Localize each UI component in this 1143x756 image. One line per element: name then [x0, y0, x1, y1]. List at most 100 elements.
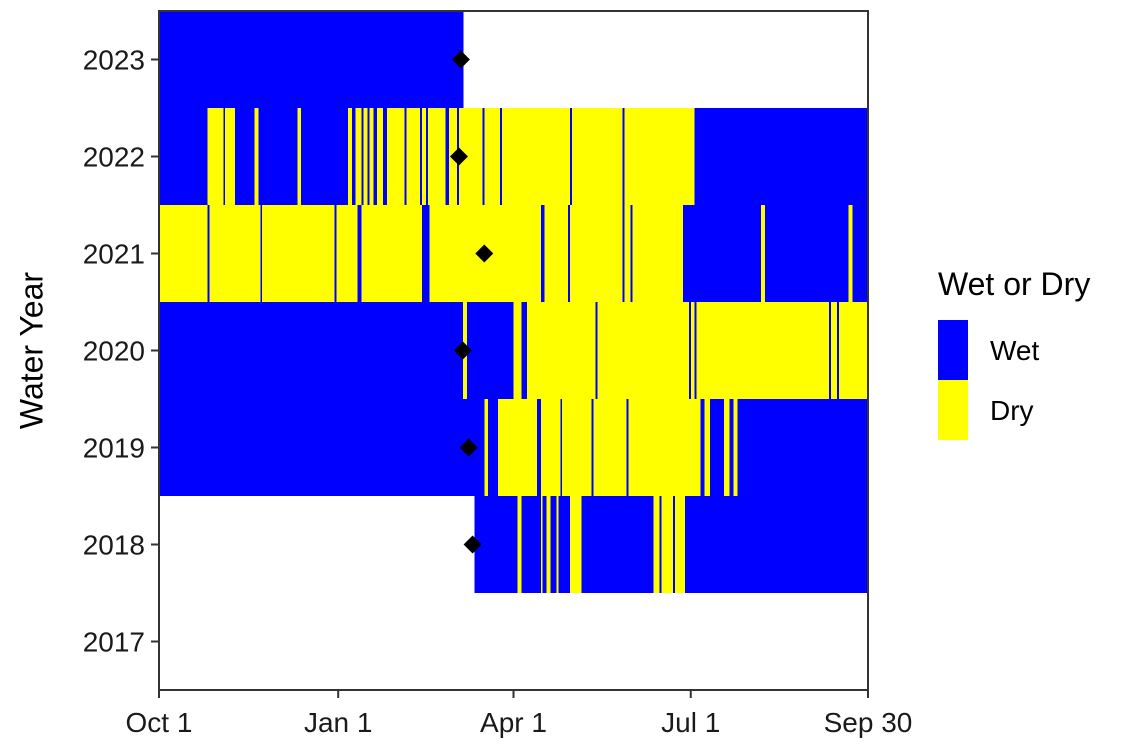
tile-2021-dry-8: [361, 205, 423, 302]
tile-2022-dry-9: [347, 108, 353, 205]
tile-2020-dry-13: [830, 302, 838, 399]
tile-2020-dry-3: [513, 302, 522, 399]
tile-2022-wet-14: [367, 108, 370, 205]
y-tick-label-2022: 2022: [83, 142, 145, 173]
tile-2019-dry-1: [484, 399, 489, 496]
tile-2019-dry-13: [704, 399, 711, 496]
tile-2018-wet-16: [684, 496, 869, 593]
tile-2019-wet-10: [626, 399, 629, 496]
tile-2020-dry-7: [597, 302, 690, 399]
tile-2020-dry-15: [838, 302, 869, 399]
tile-2021-wet-11: [540, 205, 546, 302]
tile-2020-dry-11: [696, 302, 830, 399]
tile-2021-dry-12: [544, 205, 569, 302]
tile-2020-wet-12: [829, 302, 832, 399]
legend-title: Wet or Dry: [938, 266, 1090, 302]
tile-2022-wet-38: [694, 108, 869, 205]
tile-2022-wet-36: [622, 108, 625, 205]
tile-2018-wet-4: [542, 496, 548, 593]
legend-label-wet: Wet: [990, 335, 1039, 366]
y-tick-label-2023: 2023: [83, 45, 145, 76]
tile-2018-wet-14: [673, 496, 676, 593]
y-tick-label-2019: 2019: [83, 433, 145, 464]
x-tick-label-0: Oct 1: [126, 707, 193, 738]
tile-2019-wet-8: [591, 399, 594, 496]
tile-2021-dry-4: [262, 205, 335, 302]
tile-2021-wet-5: [334, 205, 337, 302]
marker-2019: [459, 438, 478, 457]
legend-items: Wet Dry: [938, 320, 1039, 440]
tile-2022-wet-32: [499, 108, 503, 205]
legend-label-dry: Dry: [990, 395, 1034, 426]
tile-2022-dry-1: [207, 108, 224, 205]
tile-2022-dry-15: [369, 108, 374, 205]
tile-2020-wet-10: [694, 302, 697, 399]
tile-2022-wet-34: [569, 108, 573, 205]
tile-2022-wet-6: [258, 108, 298, 205]
tile-2020-wet-14: [836, 302, 840, 399]
x-tick-label-2: Apr 1: [480, 707, 547, 738]
tile-2022-wet-26: [445, 108, 450, 205]
tile-2018-dry-15: [675, 496, 686, 593]
tiles-layer: [159, 11, 869, 593]
tile-2021-wet-21: [764, 205, 849, 302]
tile-2022-dry-5: [254, 108, 259, 205]
tile-2019-wet-16: [729, 399, 735, 496]
tile-2021-dry-16: [624, 205, 631, 302]
tile-2020-wet-2: [466, 302, 514, 399]
tile-2022-dry-29: [458, 108, 483, 205]
tile-2022-dry-23: [421, 108, 427, 205]
tile-2021-dry-0: [159, 205, 209, 302]
tile-2019-wet-4: [536, 399, 542, 496]
tile-2018-wet-8: [558, 496, 571, 593]
tile-2018-dry-3: [540, 496, 544, 593]
tile-2018-dry-13: [661, 496, 674, 593]
tile-2019-wet-2: [488, 399, 499, 496]
tile-2018-wet-0: [474, 496, 518, 593]
tile-2022-wet-2: [223, 108, 226, 205]
axes-layer: 2017 2018 2019 2020 2021 2022 2023 Oct 1 Jan 1 Ap…: [83, 45, 913, 739]
tile-2018-wet-12: [659, 496, 662, 593]
markers-layer: [449, 50, 494, 554]
tile-2022-dry-35: [571, 108, 623, 205]
tile-2021-wet-13: [568, 205, 571, 302]
tile-2021-wet-9: [421, 205, 431, 302]
tile-2022-wet-4: [234, 108, 255, 205]
marker-2021: [475, 244, 494, 263]
tile-2018-dry-9: [569, 496, 583, 593]
tile-2018-wet-10: [581, 496, 655, 593]
tile-2022-dry-25: [427, 108, 446, 205]
marker-2020: [453, 341, 472, 360]
tile-2022-dry-19: [386, 108, 405, 205]
tile-2022-wet-12: [361, 108, 364, 205]
tile-2019-wet-0: [159, 399, 485, 496]
tile-2021-dry-22: [848, 205, 853, 302]
tile-2022-wet-20: [404, 108, 407, 205]
tile-2021-wet-1: [207, 205, 211, 302]
x-tick-label-3: Jul 1: [661, 707, 720, 738]
marker-2022: [449, 147, 468, 166]
tile-2019-dry-3: [497, 399, 538, 496]
tile-2021-dry-18: [632, 205, 684, 302]
tile-2022-dry-3: [225, 108, 236, 205]
tile-2022-wet-30: [482, 108, 485, 205]
tile-2020-wet-0: [159, 302, 464, 399]
tile-2022-wet-18: [383, 108, 388, 205]
tile-2022-wet-0: [159, 108, 209, 205]
tile-2021-wet-7: [357, 205, 362, 302]
marker-2018: [463, 535, 482, 554]
tile-2019-wet-12: [700, 399, 705, 496]
tile-2021-wet-3: [260, 205, 263, 302]
tile-2019-wet-6: [560, 399, 563, 496]
tile-2021-dry-2: [209, 205, 261, 302]
tile-2021-dry-6: [336, 205, 359, 302]
tile-2022-wet-16: [373, 108, 378, 205]
tile-2022-dry-11: [355, 108, 362, 205]
tile-2018-dry-1: [517, 496, 522, 593]
tile-2020-dry-9: [690, 302, 696, 399]
tile-2019-dry-15: [723, 399, 731, 496]
tile-2021-wet-15: [622, 205, 625, 302]
tile-2022-dry-21: [406, 108, 421, 205]
